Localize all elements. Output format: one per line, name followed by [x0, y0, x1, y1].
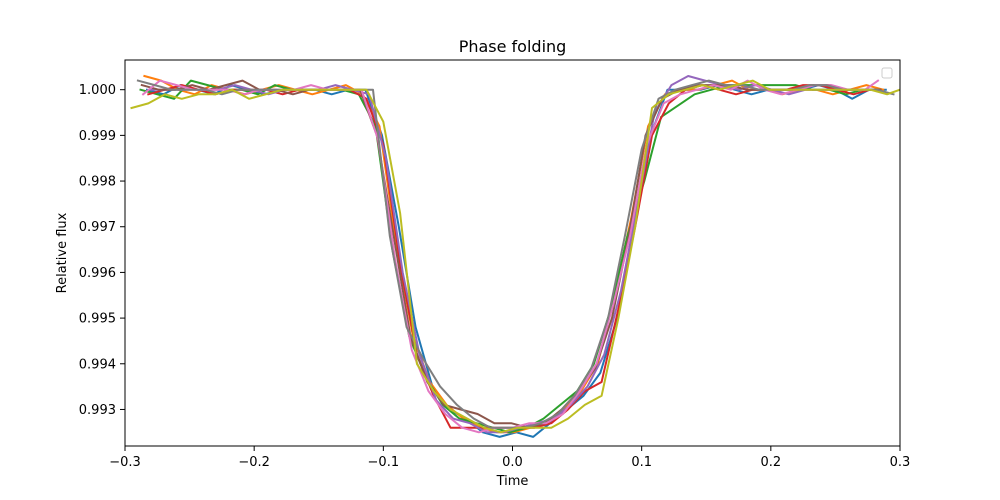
y-axis-title: Relative flux: [55, 212, 70, 293]
x-tick-label: −0.3: [109, 455, 141, 470]
y-axis: 0.993 0.994 0.995 0.996 0.997 0.998 0.999 1.000: [79, 83, 125, 418]
y-tick-label: 1.000: [79, 83, 116, 98]
y-tick-label: 0.996: [79, 266, 116, 281]
x-tick-label: −0.2: [238, 455, 270, 470]
x-axis-title: Time: [496, 474, 529, 489]
chart-title: Phase folding: [459, 37, 567, 56]
legend-box: [881, 67, 893, 79]
x-tick-label: −0.1: [368, 455, 400, 470]
x-tick-label: 0.0: [502, 455, 523, 470]
x-axis: −0.3 −0.2 −0.1 0.0 0.1 0.2 0.3: [109, 446, 910, 470]
x-tick-label: 0.1: [631, 455, 652, 470]
x-tick-label: 0.2: [760, 455, 781, 470]
y-tick-label: 0.995: [79, 312, 116, 327]
y-tick-label: 0.993: [79, 403, 116, 418]
y-tick-label: 0.998: [79, 175, 116, 190]
y-tick-label: 0.994: [79, 357, 116, 372]
x-tick-label: 0.3: [890, 455, 911, 470]
y-tick-label: 0.997: [79, 220, 116, 235]
y-tick-label: 0.999: [79, 129, 116, 144]
series-layer: [130, 74, 900, 438]
series-line-9: [130, 79, 900, 434]
